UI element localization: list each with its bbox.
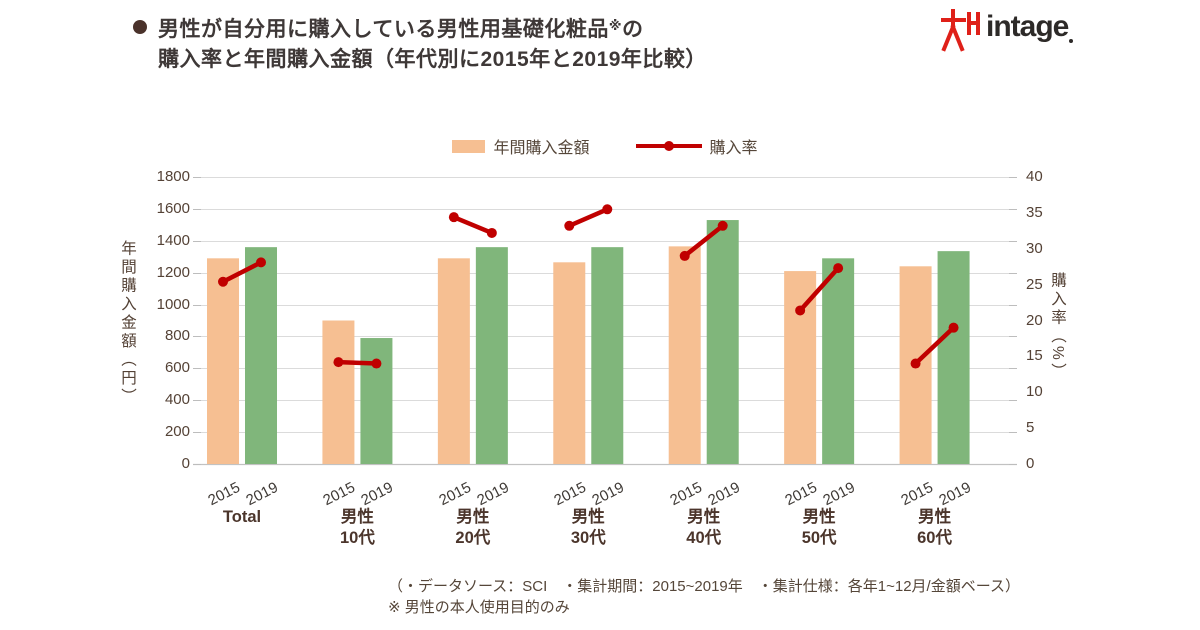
title-line1: 男性が自分用に購入している男性用基礎化粧品※の	[158, 18, 644, 41]
chart-legend: 年間購入金額 購入率	[201, 134, 1009, 158]
footer-footnote-line: ※ 男性の本人使用目的のみ	[388, 599, 570, 616]
bar-2019	[706, 220, 739, 464]
rate-point-2015	[333, 357, 344, 368]
bar-2019	[245, 247, 277, 464]
y-left-tick-label: 0	[181, 455, 190, 472]
legend-item-rate: 購入率	[635, 134, 758, 158]
rate-line-segment	[682, 223, 725, 259]
rate-point-2019	[717, 220, 728, 231]
legend-item-amount: 年間購入金額	[452, 134, 590, 158]
rate-point-2019	[486, 227, 497, 238]
rate-point-2019	[948, 322, 959, 333]
rate-line-segment	[336, 359, 379, 366]
intage-logo-mark-icon	[941, 9, 980, 52]
x-axis-category-label: 男性 30代	[543, 507, 633, 549]
y-right-tick-label: 30	[1026, 239, 1043, 257]
category-label-line: 30代	[570, 529, 606, 547]
y-left-tick-label: 1600	[156, 199, 190, 217]
plot-area	[193, 177, 1017, 466]
rate-line-swatch-icon	[635, 140, 702, 152]
x-axis-category-label: 男性 20代	[428, 507, 518, 549]
y-right-tick-label: 40	[1026, 168, 1043, 185]
rate-point-2015	[564, 220, 575, 231]
y-left-tick-label: 200	[164, 423, 190, 441]
y-left-tick-label: 800	[164, 327, 190, 345]
legend-rate-label: 購入率	[709, 140, 758, 157]
rate-line-segment	[797, 265, 841, 313]
category-label-line: 10代	[339, 529, 375, 547]
bar-2019	[591, 247, 624, 464]
title-footnote-marker: ※	[608, 18, 623, 33]
rate-line-segment	[913, 325, 956, 366]
bar-2019	[475, 247, 508, 464]
y-left-tick-label: 400	[164, 391, 190, 409]
bar-2015	[553, 262, 586, 464]
rate-point-2019	[371, 358, 382, 369]
y-axis-left-title: 年間購入金額（円）	[119, 239, 136, 407]
rate-line-segment	[567, 207, 610, 229]
category-label-line: 20代	[455, 529, 491, 547]
legend-amount-label: 年間購入金額	[493, 140, 590, 157]
amount-bar-swatch-icon	[452, 139, 486, 153]
title-bullet-icon	[133, 20, 147, 34]
rate-point-2019	[256, 257, 266, 268]
bar-2015	[437, 258, 470, 464]
x-axis-category-label: 男性 10代	[312, 507, 402, 549]
category-label-line: 男性	[456, 508, 490, 526]
category-label-line: 男性	[687, 508, 721, 526]
bar-2019	[937, 251, 970, 464]
category-label-line: 40代	[686, 529, 722, 547]
category-label-line: 50代	[801, 529, 837, 547]
rate-line-segment	[451, 214, 495, 236]
intage-logo: intage	[940, 8, 1074, 52]
category-label-line: 60代	[917, 529, 952, 547]
y-left-tick-label: 1000	[156, 295, 190, 313]
y-left-tick-label: 600	[164, 359, 190, 377]
y-right-tick-label: 0	[1026, 455, 1035, 472]
rate-line-segment	[220, 260, 264, 285]
y-right-tick-label: 15	[1026, 347, 1043, 365]
page-title: 男性が自分用に購入している男性用基礎化粧品※の 購入率と年間購入金額（年代別に2…	[158, 11, 918, 75]
footer-notes: （・データソース：SCI ・集計期間：2015~2019年 ・集計仕様：各年1~…	[388, 576, 1020, 618]
title-line2: 購入率と年間購入金額（年代別に2015年と2019年比較）	[158, 48, 707, 71]
rate-point-2015	[448, 212, 459, 223]
category-label-line: Total	[222, 508, 262, 526]
y-left-tick-label: 1800	[156, 168, 190, 185]
rate-point-2015	[795, 305, 806, 316]
y-right-tick-label: 20	[1026, 311, 1043, 329]
x-axis-category-label: 男性 50代	[774, 507, 864, 549]
rate-point-2015	[910, 358, 921, 369]
bar-2019	[822, 258, 855, 464]
rate-point-2019	[602, 204, 613, 215]
category-label-line: 男性	[571, 508, 605, 526]
intage-logo-text: intage	[986, 10, 1069, 43]
x-axis-category-label: 男性 60代	[890, 507, 980, 549]
y-left-tick-label: 1200	[156, 263, 190, 281]
category-label-line: 男性	[802, 508, 836, 526]
x-axis-category-label: Total	[197, 507, 287, 528]
rate-point-2019	[833, 263, 844, 274]
y-right-tick-label: 5	[1026, 419, 1035, 437]
intage-logo-dot	[1069, 39, 1074, 43]
bar-2019	[360, 338, 393, 464]
category-label-line: 男性	[340, 508, 374, 526]
y-right-tick-label: 10	[1026, 383, 1043, 401]
footer-source-line: （・データソース：SCI ・集計期間：2015~2019年 ・集計仕様：各年1~…	[388, 578, 1020, 595]
y-left-tick-label: 1400	[156, 231, 190, 249]
bar-2015	[784, 271, 817, 464]
rate-point-2015	[218, 276, 228, 287]
category-label-line: 男性	[918, 508, 952, 526]
bar-2015	[668, 246, 701, 464]
y-right-tick-label: 25	[1026, 275, 1043, 293]
bar-2015	[322, 320, 355, 464]
y-axis-right-title: 購入率（%）	[1049, 272, 1066, 382]
rate-point-2015	[679, 250, 690, 261]
bar-2015	[207, 258, 239, 464]
x-axis-category-label: 男性 40代	[659, 507, 749, 549]
y-right-tick-label: 35	[1026, 203, 1043, 221]
